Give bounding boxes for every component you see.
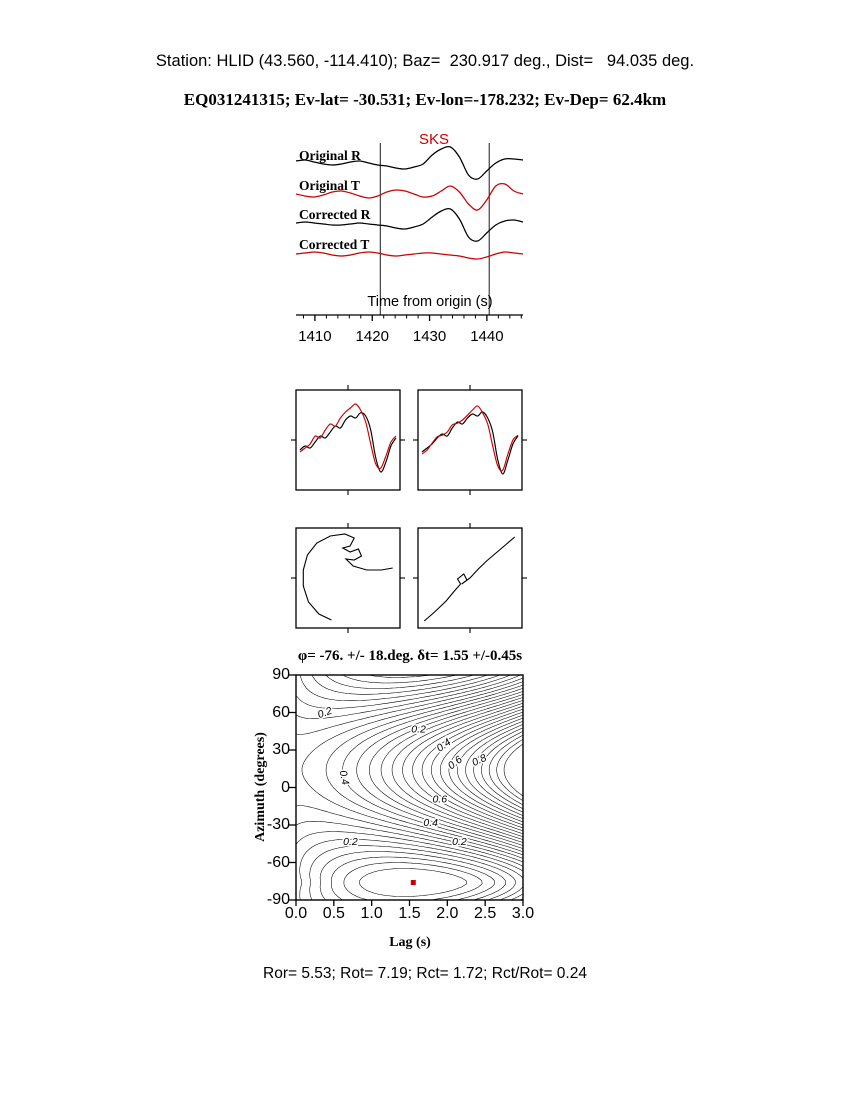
tick-label: -30 bbox=[266, 816, 290, 833]
tick-label: 3.0 bbox=[511, 905, 535, 922]
tick-label: -60 bbox=[266, 853, 290, 871]
station-header: Station: HLID (43.560, -114.410); Baz= 2… bbox=[155, 52, 695, 70]
tick-label: 90 bbox=[272, 666, 290, 683]
trace-original-r bbox=[295, 145, 524, 180]
particle-motion-corrected bbox=[423, 536, 516, 622]
overlay-transverse-shifted bbox=[421, 405, 519, 472]
tick-label: 1430 bbox=[412, 328, 447, 345]
trace-original-t bbox=[295, 182, 524, 211]
tick-label: 1.0 bbox=[360, 905, 383, 922]
seismogram-panel bbox=[295, 143, 524, 321]
tick-label: 1440 bbox=[470, 328, 504, 345]
tick-label: 1.5 bbox=[398, 905, 421, 922]
best-fit-marker bbox=[410, 880, 416, 885]
splitting-result-title: φ= -76. +/- 18.deg. δt= 1.55 +/-0.45s bbox=[297, 648, 523, 664]
trace-corrected-r bbox=[295, 207, 524, 242]
trace-label-corrected-t: Corrected T bbox=[299, 237, 370, 252]
diagnostic-panels bbox=[291, 385, 527, 633]
particle-motion-original bbox=[302, 533, 393, 621]
tick-label: 0 bbox=[281, 778, 290, 796]
tick-label: 2.5 bbox=[474, 905, 497, 922]
overlay-radial bbox=[421, 411, 519, 475]
tick-label: 1410 bbox=[298, 328, 332, 345]
contour-label: 0.2 bbox=[411, 723, 426, 735]
tick-label: 60 bbox=[272, 703, 290, 721]
quality-metrics: Ror= 5.53; Rot= 7.19; Rct= 1.72; Rct/Rot… bbox=[263, 965, 587, 982]
tick-label: 1420 bbox=[355, 328, 389, 345]
tick-label: -90 bbox=[266, 891, 290, 908]
contour-label: 0.6 bbox=[446, 754, 465, 773]
lag-axis-title: Lag (s) bbox=[389, 935, 431, 950]
error-surface-contour-plot: 0.20.20.40.6 0.80.40.60.40.2 0.2 bbox=[289, 674, 524, 906]
tick-label: 0.5 bbox=[322, 905, 345, 922]
overlay-transverse-shifted bbox=[299, 403, 397, 470]
tick-label: 2.0 bbox=[436, 905, 459, 922]
contour-label: 0.8 bbox=[470, 752, 488, 769]
trace-label-corrected-r: Corrected R bbox=[299, 207, 371, 222]
contour-label: 0.6 bbox=[432, 793, 447, 805]
contour-label: 0.2 bbox=[452, 836, 467, 848]
phase-label: SKS bbox=[418, 131, 449, 148]
contour-label: 0.4 bbox=[423, 817, 438, 829]
trace-corrected-t bbox=[295, 251, 524, 260]
contour-label: 0.4 bbox=[337, 769, 352, 786]
tick-label: 30 bbox=[272, 741, 290, 758]
tick-label: 0.0 bbox=[284, 905, 308, 922]
overlay-radial bbox=[299, 412, 397, 473]
contour-label: 0.4 bbox=[434, 736, 453, 754]
time-axis-title: Time from origin (s) bbox=[367, 294, 493, 310]
trace-label-original-t: Original T bbox=[299, 178, 360, 193]
contour-label: 0.2 bbox=[343, 836, 358, 848]
trace-label-original-r: Original R bbox=[299, 148, 361, 163]
event-header: EQ031241315; Ev-lat= -30.531; Ev-lon=-17… bbox=[183, 90, 667, 109]
